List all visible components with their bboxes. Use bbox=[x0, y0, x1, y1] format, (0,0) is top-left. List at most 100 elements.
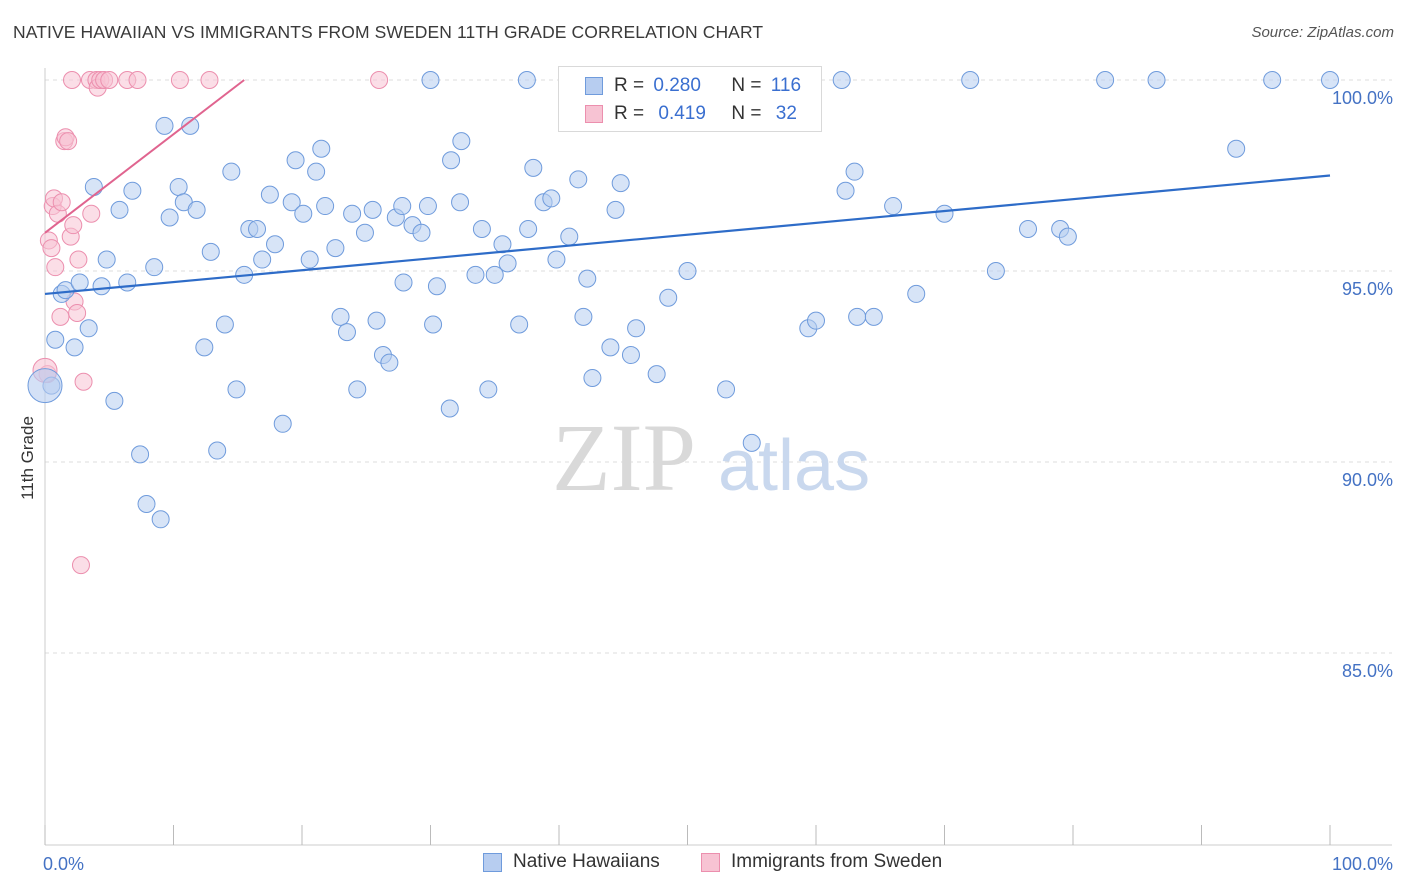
native-hawaiian-data-point bbox=[273, 414, 292, 433]
native-hawaiian-data-point bbox=[510, 315, 529, 334]
sweden-data-point bbox=[64, 216, 83, 235]
x-tick-label-left: 0.0% bbox=[43, 854, 84, 874]
legend-r-label: R = bbox=[614, 103, 650, 124]
native-hawaiian-data-point bbox=[169, 177, 188, 196]
native-hawaiian-data-point bbox=[578, 269, 597, 288]
native-hawaiian-data-point bbox=[84, 177, 103, 196]
native-hawaiian-data-point bbox=[935, 204, 954, 223]
native-hawaiian-data-point bbox=[864, 307, 883, 326]
legend-label-native-hawaiians: Native Hawaiians bbox=[513, 851, 660, 872]
tick-labels: 100.0% 95.0% 90.0% 85.0% bbox=[1332, 88, 1393, 681]
legend-label-immigrants-from-sweden: Immigrants from Sweden bbox=[731, 851, 943, 872]
legend-row-blue: R = 0.280 N = 116 bbox=[559, 71, 801, 101]
native-hawaiian-data-point bbox=[659, 288, 678, 307]
native-hawaiian-data-point bbox=[472, 219, 491, 238]
native-hawaiian-data-point bbox=[574, 307, 593, 326]
sweden-trend-line bbox=[44, 79, 245, 234]
native-hawaiian-data-point bbox=[606, 200, 625, 219]
chart-title: NATIVE HAWAIIAN VS IMMIGRANTS FROM SWEDE… bbox=[13, 22, 764, 42]
native-hawaiian-data-point bbox=[884, 197, 903, 216]
y-tick-label: 100.0% bbox=[1332, 88, 1393, 108]
sweden-data-point bbox=[74, 372, 93, 391]
native-hawaiian-data-point bbox=[201, 242, 220, 261]
native-hawaiian-data-point bbox=[961, 71, 980, 89]
native-hawaiian-data-point bbox=[300, 250, 319, 269]
native-hawaiian-data-point bbox=[560, 227, 579, 246]
legend-swatch-blue bbox=[585, 77, 603, 95]
legend-swatch-pink bbox=[701, 852, 720, 872]
native-hawaiian-data-point bbox=[105, 391, 124, 410]
native-hawaiian-data-point bbox=[1263, 71, 1282, 89]
native-hawaiian-data-point bbox=[547, 250, 566, 269]
native-hawaiian-data-point bbox=[466, 265, 485, 284]
native-hawaiian-data-point bbox=[131, 445, 150, 464]
native-hawaiian-data-point bbox=[485, 265, 504, 284]
native-hawaiian-data-point bbox=[836, 181, 855, 200]
watermark-atlas: atlas bbox=[718, 426, 870, 506]
native-hawaiian-data-point bbox=[363, 200, 382, 219]
native-hawaiian-data-point bbox=[97, 250, 116, 269]
native-hawaiian-data-point bbox=[498, 254, 517, 273]
y-tick-label: 90.0% bbox=[1342, 470, 1393, 490]
native-hawaiian-data-point bbox=[569, 170, 588, 189]
legend-r-value: 0.419 bbox=[658, 103, 706, 124]
watermark-zip: ZIP bbox=[552, 404, 696, 511]
native-hawaiian-data-point bbox=[367, 311, 386, 330]
native-hawaiian-data-point bbox=[208, 441, 227, 460]
y-tick-label: 85.0% bbox=[1342, 661, 1393, 681]
native-hawaiian-data-point bbox=[70, 273, 89, 292]
native-hawaiian-data-point bbox=[848, 307, 867, 326]
native-hawaiian-data-point bbox=[1227, 139, 1246, 158]
native-hawaiian-data-point bbox=[442, 151, 461, 170]
native-hawaiian-data-point bbox=[451, 193, 470, 212]
native-hawaiian-data-point bbox=[647, 365, 666, 384]
native-hawaiian-data-point bbox=[286, 151, 305, 170]
sweden-data-point bbox=[52, 193, 71, 212]
legend-n-label: N = bbox=[731, 103, 767, 124]
native-hawaiian-data-point bbox=[832, 71, 851, 89]
native-hawaiian-data-point bbox=[348, 380, 367, 399]
native-hawaiian-data-point bbox=[307, 162, 326, 181]
legend-item-immigrants-from-sweden: Immigrants from Sweden bbox=[701, 851, 942, 873]
legend-n-value: 32 bbox=[775, 103, 797, 124]
native-hawaiian-data-point bbox=[1019, 219, 1038, 238]
sweden-data-point bbox=[69, 250, 88, 269]
native-hawaiian-data-point bbox=[583, 368, 602, 387]
native-hawaiian-data-point bbox=[155, 116, 174, 135]
native-hawaiian-data-point bbox=[266, 235, 285, 254]
native-hawaiian-data-point bbox=[326, 239, 345, 258]
sweden-data-point bbox=[200, 71, 219, 89]
native-hawaiian-data-point bbox=[195, 338, 214, 357]
native-hawaiian-data-point bbox=[260, 185, 279, 204]
series-legend: Native Hawaiians Immigrants from Sweden bbox=[0, 851, 1406, 877]
native-hawaiian-data-point bbox=[601, 338, 620, 357]
legend-r-value: 0.280 bbox=[653, 75, 701, 96]
native-hawaiian-data-point bbox=[187, 200, 206, 219]
native-hawaiian-data-point bbox=[542, 189, 561, 208]
native-hawaiian-data-point bbox=[742, 433, 761, 452]
native-hawaiian-trend-line bbox=[44, 174, 1331, 296]
native-hawaiian-data-point bbox=[312, 139, 331, 158]
native-hawaiian-data-point bbox=[253, 250, 272, 269]
sweden-data-point bbox=[100, 71, 119, 89]
native-hawaiian-data-point bbox=[427, 277, 446, 296]
x-tick-label-right: 100.0% bbox=[1332, 854, 1393, 874]
native-hawaiian-data-point bbox=[282, 193, 301, 212]
native-hawaiian-data-point bbox=[160, 208, 179, 227]
native-hawaiian-data-point bbox=[92, 277, 111, 296]
native-hawaiian-data-point bbox=[65, 338, 84, 357]
native-hawaiian-data-point bbox=[56, 281, 75, 300]
native-hawaiian-data-point bbox=[452, 132, 471, 151]
sweden-data-point bbox=[42, 239, 61, 258]
legend-r-label: R = bbox=[614, 75, 650, 96]
native-hawaiian-data-point bbox=[222, 162, 241, 181]
legend-n-label: N = bbox=[731, 75, 767, 96]
native-hawaiian-data-point bbox=[807, 311, 825, 330]
stats-legend: R = 0.280 N = 116 R = 0.419 N = 32 bbox=[558, 66, 822, 132]
native-hawaiian-data-point bbox=[393, 197, 412, 216]
native-hawaiian-data-point bbox=[845, 162, 864, 181]
sweden-data-point bbox=[59, 132, 78, 151]
legend-swatch-pink bbox=[585, 105, 603, 123]
native-hawaiian-data-point bbox=[627, 319, 646, 338]
